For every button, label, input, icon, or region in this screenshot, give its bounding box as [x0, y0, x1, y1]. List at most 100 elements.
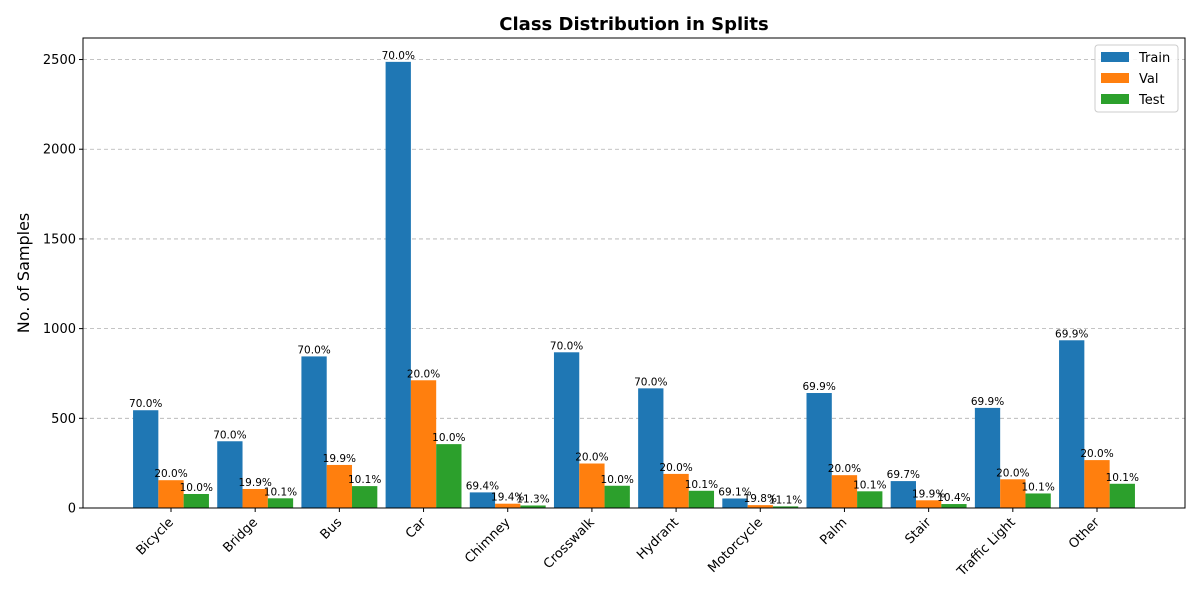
bar-train	[385, 61, 411, 509]
bar-value-label: 10.1%	[853, 479, 886, 491]
chart-title: Class Distribution in Splits	[499, 14, 768, 35]
bar-value-label: 20.0%	[996, 467, 1029, 479]
bar-value-label: 70.0%	[129, 398, 162, 410]
y-axis-label: No. of Samples	[14, 213, 33, 333]
bar-test	[520, 505, 546, 508]
bar-test	[604, 485, 630, 508]
bar-test	[941, 504, 967, 508]
legend: Train Val Test	[1094, 44, 1179, 113]
bar-value-label: 11.3%	[516, 493, 549, 505]
x-tick-label: Palm	[817, 515, 850, 548]
y-tick-label: 2500	[43, 53, 76, 68]
bar-val	[663, 473, 689, 508]
bar-test	[688, 490, 715, 508]
x-tick-label: Motorcycle	[705, 515, 766, 576]
bar-train	[133, 410, 159, 508]
bar-value-label: 11.1%	[769, 494, 802, 506]
bar-value-label: 10.4%	[937, 492, 970, 504]
x-tick-label: Car	[403, 515, 430, 542]
bar-val	[747, 505, 773, 508]
y-tick-label: 1000	[43, 322, 76, 337]
bars	[133, 61, 1135, 509]
bar-value-label: 10.1%	[1021, 481, 1054, 493]
bar-train	[469, 492, 496, 508]
legend-label: Train	[1138, 51, 1170, 66]
bar-test	[772, 506, 799, 508]
bar-value-label: 20.0%	[659, 462, 692, 474]
bar-value-label: 70.0%	[550, 340, 583, 352]
bar-value-label: 69.4%	[466, 480, 499, 492]
x-tick-label: Stair	[902, 515, 934, 547]
bar-value-label: 10.0%	[432, 432, 465, 444]
bar-value-label: 69.9%	[971, 396, 1004, 408]
legend-label: Test	[1138, 93, 1165, 108]
bar-test	[857, 491, 883, 508]
x-tick-label: Hydrant	[634, 515, 682, 563]
bar-test	[183, 494, 209, 508]
bar-train	[638, 388, 664, 508]
legend-swatch-test	[1101, 94, 1129, 104]
y-tick-label: 500	[51, 412, 76, 427]
x-axis: Bicycle Bridge Bus Car Chimney Crosswalk Hydra…	[134, 508, 1103, 580]
bar-val	[495, 503, 521, 508]
x-tick-label: Bicycle	[134, 515, 177, 558]
x-tick-label: Traffic Light	[954, 515, 1019, 580]
bar-test	[1109, 483, 1135, 508]
bar-train	[974, 407, 1001, 508]
y-axis: 0 500 1000 1500 2000 2500	[43, 53, 83, 517]
bar-value-label: 69.9%	[802, 381, 835, 393]
bar-value-label: 20.0%	[407, 368, 440, 380]
bar-value-labels: 70.0%20.0%10.0%70.0%19.9%10.1%70.0%19.9%…	[129, 50, 1139, 507]
bar-test	[436, 444, 462, 508]
bar-value-label: 19.8%	[744, 493, 777, 505]
legend-label: Val	[1139, 72, 1158, 87]
bar-value-label: 20.0%	[154, 468, 187, 480]
bar-value-label: 69.1%	[718, 486, 751, 498]
bar-value-label: 10.1%	[1106, 472, 1139, 484]
x-tick-label: Chimney	[462, 515, 513, 566]
bar-val	[1084, 460, 1110, 508]
x-tick-label: Crosswalk	[541, 515, 598, 572]
bar-train	[806, 393, 832, 508]
legend-swatch-val	[1101, 73, 1129, 83]
bar-value-label: 10.0%	[601, 474, 634, 486]
bar-val	[410, 380, 437, 508]
y-tick-label: 2000	[43, 143, 76, 158]
bar-value-label: 10.0%	[180, 482, 213, 494]
bar-val	[1000, 479, 1026, 508]
x-tick-label: Other	[1066, 515, 1103, 552]
bar-value-label: 20.0%	[1080, 448, 1113, 460]
bar-value-label: 19.4%	[491, 492, 524, 504]
bar-value-label: 19.9%	[239, 477, 272, 489]
gridlines	[83, 59, 1185, 509]
bar-test	[1025, 493, 1051, 508]
bar-value-label: 70.0%	[297, 344, 330, 356]
bar-val	[915, 500, 942, 508]
bar-value-label: 70.0%	[213, 429, 246, 441]
bar-train	[1059, 340, 1085, 508]
x-tick-label: Bridge	[220, 515, 261, 556]
bar-train	[722, 498, 748, 508]
bar-train	[301, 356, 327, 508]
bar-value-label: 70.0%	[634, 376, 667, 388]
bar-val	[158, 480, 184, 508]
bar-val	[579, 463, 605, 508]
bar-value-label: 10.1%	[264, 486, 297, 498]
bar-value-label: 69.9%	[1055, 328, 1088, 340]
bar-value-label: 69.7%	[887, 469, 920, 481]
bar-value-label: 19.9%	[912, 488, 945, 500]
bar-train	[890, 481, 916, 508]
bar-test	[352, 486, 378, 508]
bar-val	[831, 475, 858, 508]
x-tick-label: Bus	[318, 515, 346, 543]
bar-value-label: 10.1%	[348, 474, 381, 486]
bar-test	[267, 498, 294, 508]
bar-value-label: 10.1%	[685, 479, 718, 491]
bar-train	[553, 352, 580, 508]
bar-value-label: 70.0%	[382, 50, 415, 62]
bar-value-label: 20.0%	[828, 463, 861, 475]
legend-swatch-train	[1101, 52, 1129, 62]
bar-val	[242, 488, 268, 508]
bar-val	[326, 464, 353, 508]
